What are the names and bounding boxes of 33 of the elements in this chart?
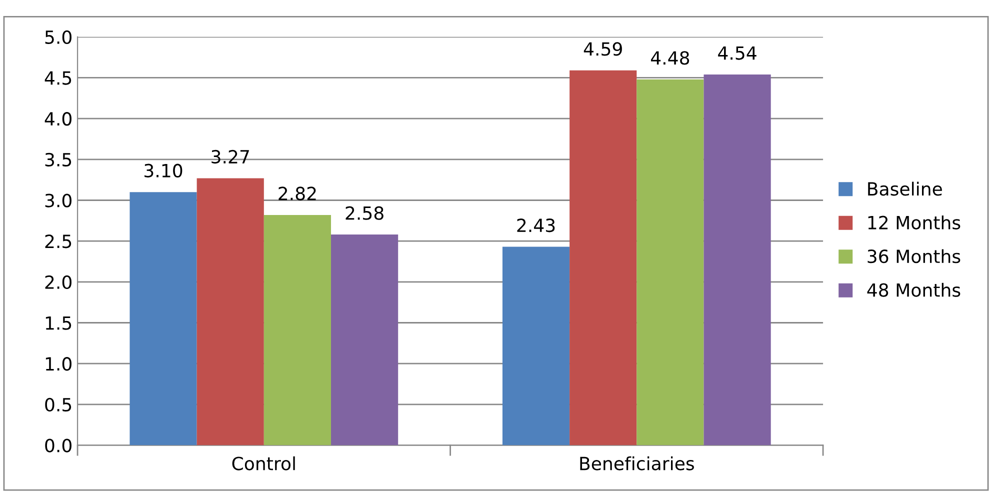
bar (704, 74, 771, 446)
data-label: 3.10 (144, 164, 182, 178)
data-label: 3.27 (212, 150, 249, 164)
legend-label: 12 Months (868, 215, 960, 230)
data-label: 4.59 (584, 42, 622, 56)
text: 2.5 (45, 234, 72, 248)
bar (331, 234, 398, 446)
bar (570, 70, 637, 446)
text: 5.0 (45, 30, 72, 44)
text: 0.5 (45, 398, 72, 412)
text: 3.0 (45, 194, 72, 208)
text: 0.0 (45, 438, 72, 452)
data-label: 2.82 (278, 186, 316, 200)
bar (130, 192, 197, 446)
legend-label: Baseline (868, 182, 942, 196)
data-label: 2.43 (517, 218, 555, 232)
data-label: 4.54 (718, 46, 756, 60)
text: 2.0 (45, 275, 72, 290)
data-label: 2.58 (346, 206, 384, 220)
x-tick-label: Beneficiaries (580, 456, 694, 470)
bar (196, 178, 264, 446)
data-label: 4.48 (650, 51, 690, 65)
legend-label: 36 Months (868, 249, 960, 264)
legend-label: 48 Months (867, 282, 960, 297)
bar (502, 246, 570, 446)
text: 1.0 (46, 357, 72, 371)
text: 4.0 (44, 112, 72, 126)
text: 4.5 (44, 71, 72, 85)
text: 1.5 (46, 316, 72, 330)
bar (636, 79, 704, 446)
x-tick-label: Control (232, 456, 295, 470)
bar (264, 214, 331, 446)
text: 3.5 (45, 152, 72, 167)
